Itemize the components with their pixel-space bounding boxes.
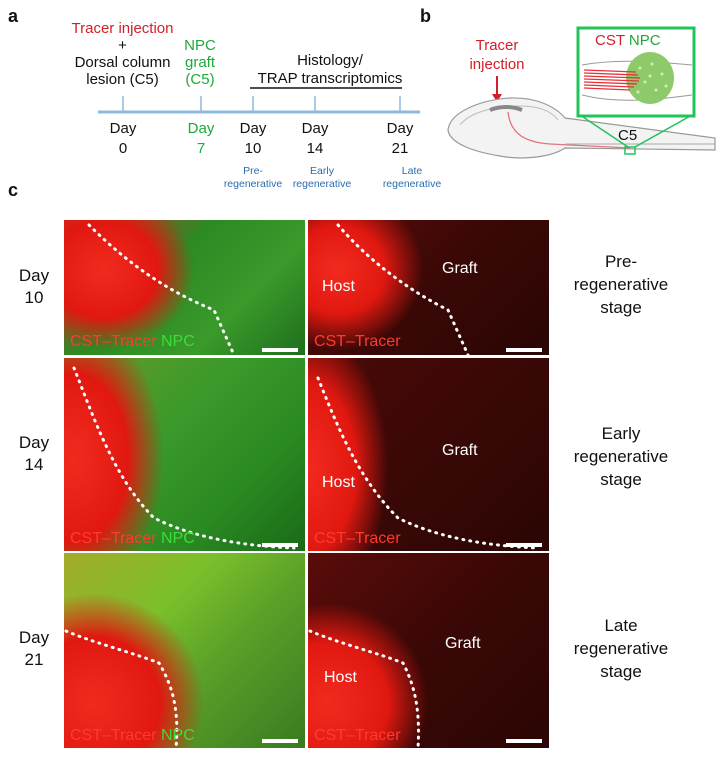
micrograph-red-day21: Host Graft CST–Tracer xyxy=(308,553,549,748)
boundary-dots-merged-day21 xyxy=(64,629,179,748)
label-red-day21: CST–Tracer xyxy=(314,727,401,744)
panel-c-letter: c xyxy=(8,180,19,200)
graft-label-day10: Graft xyxy=(442,260,478,277)
tracer-injection-label: Tracer injection xyxy=(71,20,174,37)
label-red-day10: CST–Tracer xyxy=(314,333,401,350)
npc-graft-line3: (C5) xyxy=(185,71,215,88)
label-merged-day21: CST–Tracer NPC xyxy=(70,727,195,744)
host-label-day14: Host xyxy=(322,474,355,491)
day0-label: Day 0 xyxy=(109,120,137,157)
stage-pre-label: Pre-regenerative xyxy=(223,165,283,190)
tracer-injection-b-label: Tracer injection xyxy=(469,37,525,73)
row1-stage-label: Pre-regenerative stage xyxy=(573,252,669,317)
scalebar-merged-day14 xyxy=(262,543,298,547)
panel-a-letter: a xyxy=(8,6,19,26)
scalebar-merged-day21 xyxy=(262,739,298,743)
zoom-tissue-line-bottom xyxy=(581,94,693,101)
brain-outline xyxy=(447,97,716,159)
dorsal-lesion-line2: lesion (C5) xyxy=(86,71,159,88)
zoom-line-right xyxy=(634,114,693,148)
scalebar-merged-day10 xyxy=(262,348,298,352)
boundary-dots-merged-day14 xyxy=(72,366,296,550)
label-merged-day10: CST–Tracer NPC xyxy=(70,333,195,350)
injection-arrow-head xyxy=(492,94,502,102)
histology-line1: Histology/ xyxy=(297,52,363,69)
cst-tract xyxy=(507,111,631,149)
cst-npc-title: CST NPC xyxy=(595,32,661,49)
c5-marker xyxy=(624,146,636,155)
brain-spinal-illustration xyxy=(447,26,716,159)
micrograph-merged-day21: CST–Tracer NPC xyxy=(64,553,305,748)
injection-site xyxy=(489,105,523,112)
row2-stage-label: Early regenerative stage xyxy=(573,424,669,489)
npc-graft-line1: NPC xyxy=(184,37,216,54)
graft-label-day21: Graft xyxy=(445,635,481,652)
boundary-dots-red-day10 xyxy=(336,223,470,355)
host-label-day10: Host xyxy=(322,278,355,295)
micrograph-red-day10: Host Graft CST–Tracer xyxy=(308,220,549,355)
label-red-day14: CST–Tracer xyxy=(314,530,401,547)
dorsal-lesion-line1: Dorsal column xyxy=(74,54,171,71)
micrograph-red-day14: Host Graft CST–Tracer xyxy=(308,358,549,551)
boundary-dots-red-day21 xyxy=(308,629,420,748)
row3-day-label: Day 21 xyxy=(18,628,50,669)
host-label-day21: Host xyxy=(324,669,357,686)
row1-day-label: Day 10 xyxy=(18,266,50,307)
npc-graft-line2: graft xyxy=(184,54,215,71)
zoom-line-left xyxy=(579,114,629,148)
graft-dots xyxy=(636,62,668,94)
micrograph-merged-day14: CST–Tracer NPC xyxy=(64,358,305,551)
scalebar-red-day21 xyxy=(506,739,542,743)
day21-label: Day 21 xyxy=(386,120,414,157)
label-merged-day14: CST–Tracer NPC xyxy=(70,530,195,547)
micrograph-merged-day10: CST–Tracer NPC xyxy=(64,220,305,355)
cortex-line xyxy=(459,105,559,126)
plus-label: + xyxy=(118,37,127,54)
day7-label: Day 7 xyxy=(187,120,215,157)
day10-label: Day 10 xyxy=(239,120,267,157)
panel-b-letter: b xyxy=(420,6,431,26)
cst-axons xyxy=(583,69,641,91)
stage-late-label: Late regenerative xyxy=(382,165,442,190)
row3-stage-label: Late regenerative stage xyxy=(573,616,669,681)
scalebar-red-day10 xyxy=(506,348,542,352)
boundary-dots-red-day14 xyxy=(316,376,540,550)
scalebar-red-day14 xyxy=(506,543,542,547)
row2-day-label: Day 14 xyxy=(18,433,50,474)
day14-label: Day 14 xyxy=(301,120,329,157)
zoom-tissue-line-top xyxy=(581,60,693,66)
stage-early-label: Early regenerative xyxy=(292,165,352,190)
graft-label-day14: Graft xyxy=(442,442,478,459)
histology-line2: TRAP transcriptomics xyxy=(257,70,403,87)
timeline-graphic xyxy=(98,87,420,114)
watermark-text: 知乎 @Kyoukai xyxy=(552,721,683,742)
c5-label: C5 xyxy=(618,127,638,144)
